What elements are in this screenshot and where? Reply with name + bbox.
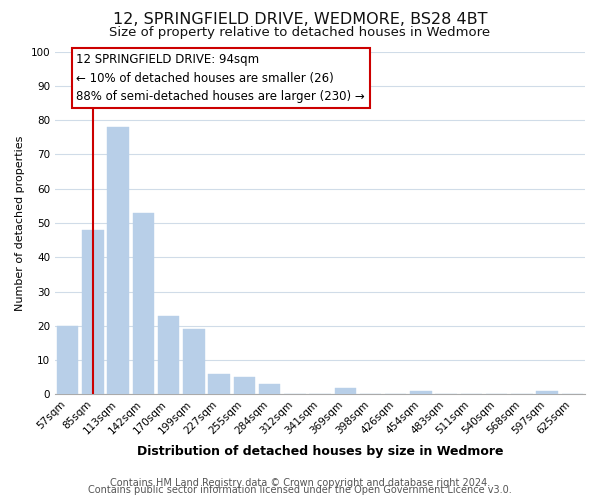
Bar [536, 391, 558, 394]
Text: Contains public sector information licensed under the Open Government Licence v3: Contains public sector information licen… [88, 485, 512, 495]
Bar [208, 374, 230, 394]
Bar [335, 388, 356, 394]
Bar [259, 384, 280, 394]
Bar [158, 316, 179, 394]
Text: Contains HM Land Registry data © Crown copyright and database right 2024.: Contains HM Land Registry data © Crown c… [110, 478, 490, 488]
Bar [410, 391, 431, 394]
Bar [107, 127, 129, 394]
Bar [183, 330, 205, 394]
Bar [57, 326, 79, 394]
Text: 12 SPRINGFIELD DRIVE: 94sqm
← 10% of detached houses are smaller (26)
88% of sem: 12 SPRINGFIELD DRIVE: 94sqm ← 10% of det… [76, 53, 365, 103]
Y-axis label: Number of detached properties: Number of detached properties [15, 136, 25, 310]
Text: 12, SPRINGFIELD DRIVE, WEDMORE, BS28 4BT: 12, SPRINGFIELD DRIVE, WEDMORE, BS28 4BT [113, 12, 487, 28]
Bar [82, 230, 104, 394]
Bar [233, 378, 255, 394]
X-axis label: Distribution of detached houses by size in Wedmore: Distribution of detached houses by size … [137, 444, 503, 458]
Bar [133, 212, 154, 394]
Text: Size of property relative to detached houses in Wedmore: Size of property relative to detached ho… [109, 26, 491, 39]
